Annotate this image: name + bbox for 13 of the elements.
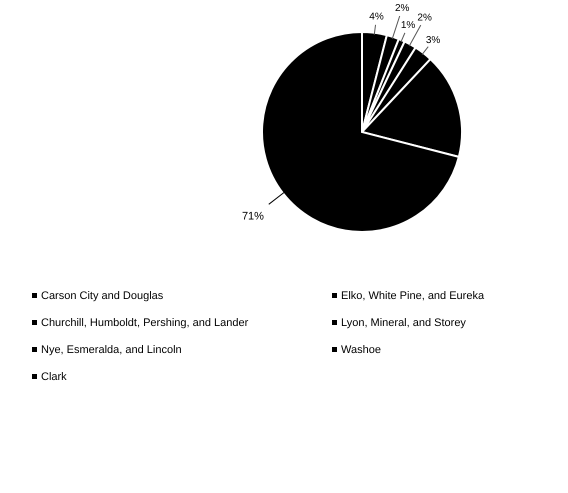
data-label: 1%: [400, 20, 416, 32]
data-label: 2%: [417, 12, 432, 24]
legend-label: Lyon, Mineral, and Storey: [341, 316, 466, 329]
data-label: 71%: [242, 210, 264, 222]
legend-label: Nye, Esmeralda, and Lincoln: [41, 344, 182, 356]
legend-label: Washoe: [341, 344, 381, 356]
legend-label: Carson City and Douglas: [41, 290, 164, 302]
legend-label: Clark: [41, 370, 68, 383]
data-label: 4%: [369, 12, 384, 23]
data-label: 2%: [394, 3, 410, 14]
data-label: 3%: [426, 34, 440, 46]
legend-label: Churchill, Humboldt, Pershing, and Lander: [41, 316, 249, 329]
legend-label: Elko, White Pine, and Eureka: [341, 290, 485, 302]
